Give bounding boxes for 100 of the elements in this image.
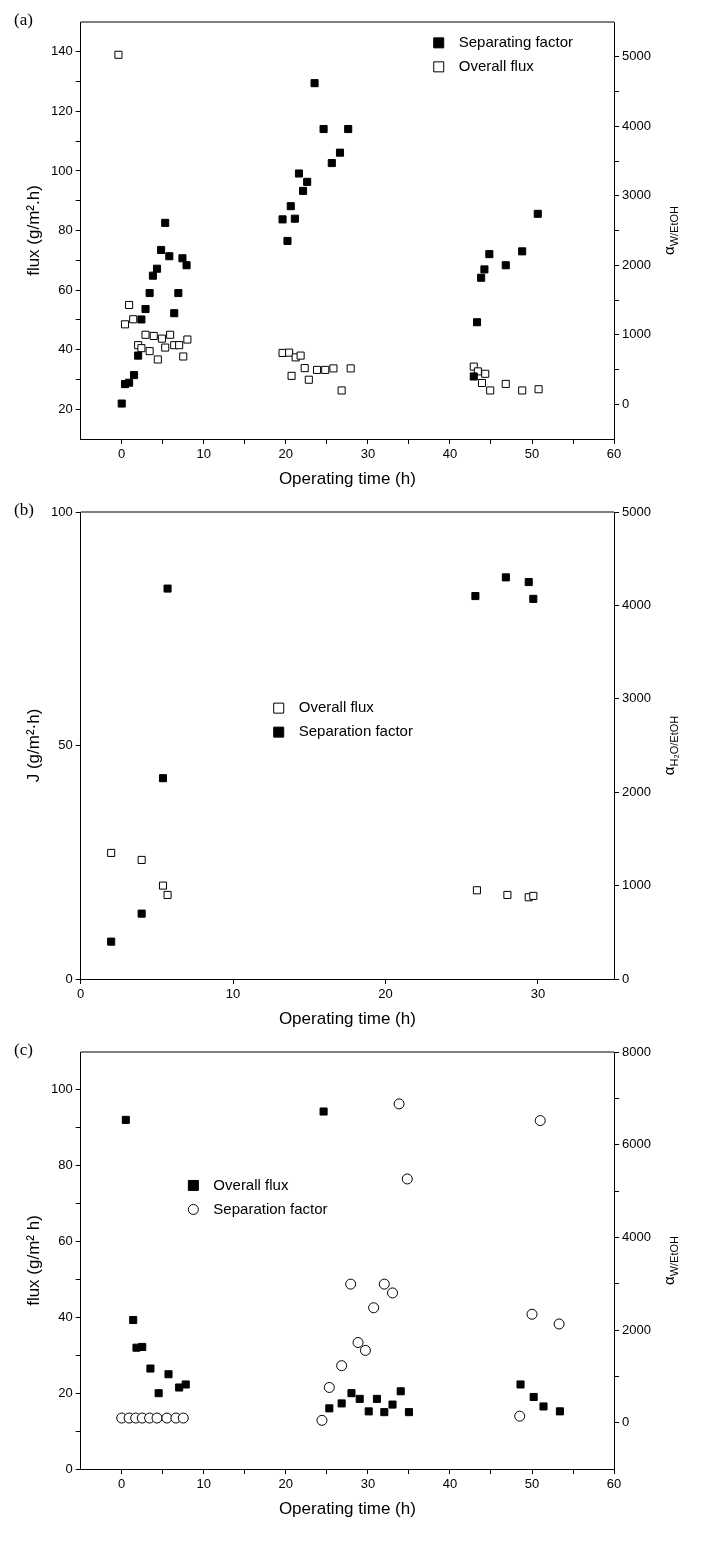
point — [179, 352, 188, 361]
point — [372, 1394, 381, 1403]
y2-tick-label: 3000 — [622, 690, 651, 706]
y2-tick-label: 0 — [622, 970, 630, 986]
chart-title: (a) — [14, 10, 33, 30]
y2-tick-label: 8000 — [622, 1043, 651, 1059]
point — [529, 891, 538, 900]
point — [364, 1407, 373, 1416]
point — [175, 1383, 184, 1392]
x-tick-label: 30 — [360, 1476, 376, 1492]
point — [355, 1394, 364, 1403]
y2-tick-label: 1000 — [622, 877, 651, 893]
point — [380, 1408, 389, 1417]
point — [539, 1402, 548, 1411]
point — [163, 890, 172, 899]
x-tick-label: 10 — [225, 986, 241, 1002]
point — [283, 236, 292, 245]
x-tick-label: 0 — [77, 986, 85, 1002]
x-axis-title: Operating time (h) — [278, 1009, 416, 1029]
y2-tick-label: 4000 — [622, 596, 651, 612]
point — [129, 1315, 138, 1325]
point — [138, 1342, 147, 1351]
point — [534, 385, 543, 394]
point — [325, 1404, 334, 1413]
y2-axis-title: αH₂O/EtOH — [660, 715, 681, 776]
y-axis-title: flux (g/m² h) — [23, 1215, 43, 1306]
x-tick-label: 0 — [118, 1476, 126, 1492]
point — [158, 774, 168, 783]
point — [141, 305, 150, 314]
point — [170, 309, 179, 318]
x-tick-label: 50 — [524, 446, 540, 462]
y-tick-label: 50 — [58, 737, 73, 753]
y2-tick-label: 0 — [622, 1414, 630, 1430]
y-axis-title: flux (g/m².h) — [23, 185, 43, 276]
point — [346, 364, 355, 373]
point — [473, 318, 482, 327]
point — [310, 79, 319, 88]
point — [477, 378, 486, 388]
y2-tick-label: 6000 — [622, 1136, 651, 1152]
point — [161, 1412, 173, 1424]
x-tick-label: 40 — [442, 446, 458, 462]
x-tick-label: 50 — [524, 1476, 540, 1492]
y2-tick-label: 2000 — [622, 256, 651, 272]
legend-label: Overall flux — [458, 56, 535, 74]
point — [182, 261, 191, 270]
point — [481, 369, 490, 378]
x-tick-label: 10 — [196, 446, 212, 462]
x-tick-label: 0 — [118, 446, 126, 462]
legend-label: Separating factor — [458, 32, 573, 50]
point — [137, 909, 146, 918]
point — [166, 330, 175, 339]
y2-tick-label: 5000 — [622, 503, 651, 519]
point — [278, 215, 287, 224]
x-axis-title: Operating time (h) — [278, 469, 416, 489]
point — [518, 386, 527, 395]
y2-tick-label: 1000 — [622, 326, 651, 342]
chart-title: (c) — [14, 1040, 33, 1060]
point — [148, 271, 157, 280]
y-tick-label: 60 — [58, 1233, 73, 1249]
point — [501, 379, 510, 388]
point — [336, 1360, 348, 1372]
point — [503, 890, 512, 899]
point — [304, 375, 313, 384]
point — [553, 1318, 565, 1330]
point — [327, 159, 336, 168]
point — [294, 169, 304, 178]
y-tick-label: 0 — [65, 1460, 73, 1476]
point — [175, 341, 184, 350]
y-tick-label: 120 — [50, 102, 73, 118]
point — [107, 848, 116, 857]
point — [534, 1115, 546, 1127]
point — [387, 1287, 399, 1299]
point — [163, 584, 172, 593]
point — [129, 315, 138, 324]
point — [164, 1370, 173, 1379]
point — [137, 855, 146, 864]
point — [114, 50, 123, 59]
point — [404, 1408, 413, 1417]
point — [141, 330, 150, 339]
x-tick-label: 30 — [530, 986, 546, 1002]
legend-label: Overall flux — [213, 1175, 289, 1193]
y2-tick-label: 2000 — [622, 783, 651, 799]
y-tick-label: 40 — [58, 341, 73, 357]
point — [396, 1387, 405, 1396]
y2-axis-title: αW/EtOH — [660, 1235, 681, 1285]
y-tick-label: 80 — [58, 1157, 73, 1173]
point — [181, 1380, 190, 1389]
x-tick-label: 20 — [378, 986, 393, 1002]
point — [125, 300, 134, 309]
point — [529, 594, 538, 603]
point — [117, 399, 126, 408]
point — [161, 343, 170, 352]
point — [158, 881, 168, 890]
point — [345, 1278, 357, 1290]
point — [149, 331, 158, 340]
point — [344, 124, 353, 134]
y2-tick-label: 5000 — [622, 48, 651, 64]
point — [125, 378, 134, 387]
point — [137, 315, 146, 324]
point — [300, 364, 309, 373]
